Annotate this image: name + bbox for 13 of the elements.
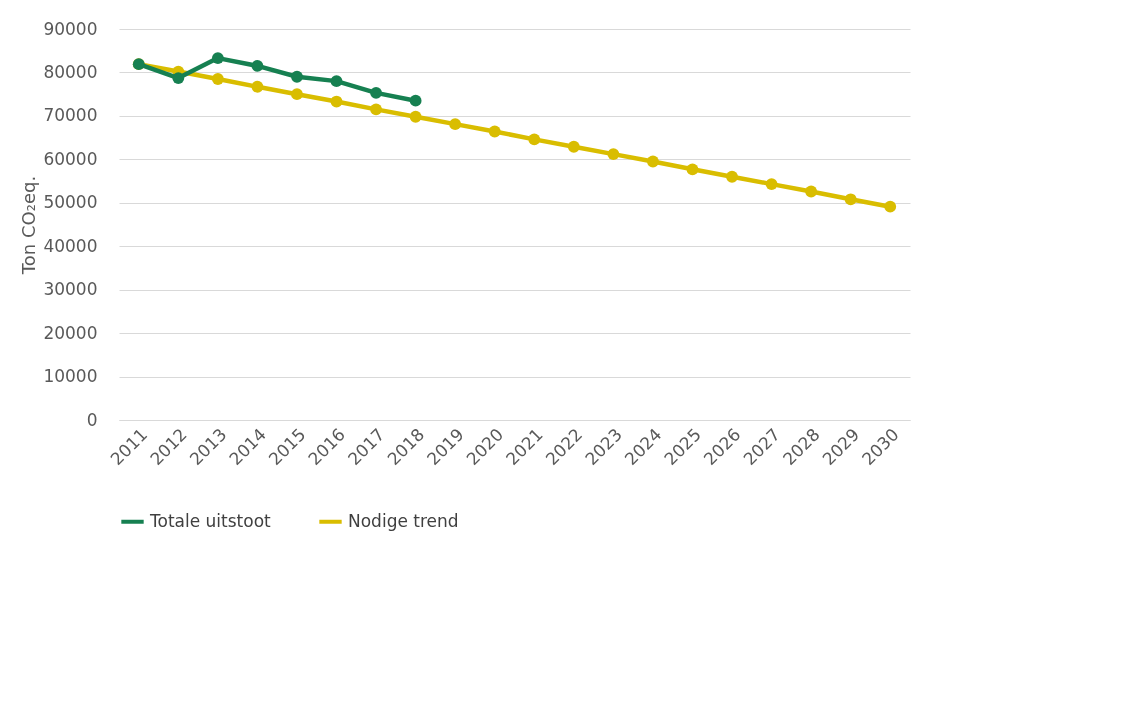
y-tick-label: 80000 — [43, 61, 98, 82]
y-tick-label: 50000 — [43, 192, 98, 213]
y-tick-label: 60000 — [43, 148, 98, 169]
y-tick-label: 30000 — [43, 279, 98, 300]
y-tick-label: 70000 — [43, 105, 98, 126]
y-tick-label: 10000 — [43, 366, 98, 387]
y-tick-label: 90000 — [43, 18, 98, 39]
y-tick-label: 0 — [86, 409, 98, 430]
y-tick-label: 40000 — [43, 235, 98, 256]
y-axis-title: Ton CO₂eq. — [18, 175, 40, 276]
legend-label: Nodige trend — [348, 510, 459, 531]
y-tick-label: 20000 — [43, 322, 98, 343]
legend-label: Totale uitstoot — [149, 510, 272, 531]
